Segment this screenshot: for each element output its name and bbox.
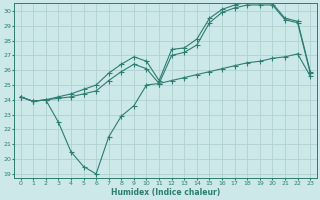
X-axis label: Humidex (Indice chaleur): Humidex (Indice chaleur) — [111, 188, 220, 197]
